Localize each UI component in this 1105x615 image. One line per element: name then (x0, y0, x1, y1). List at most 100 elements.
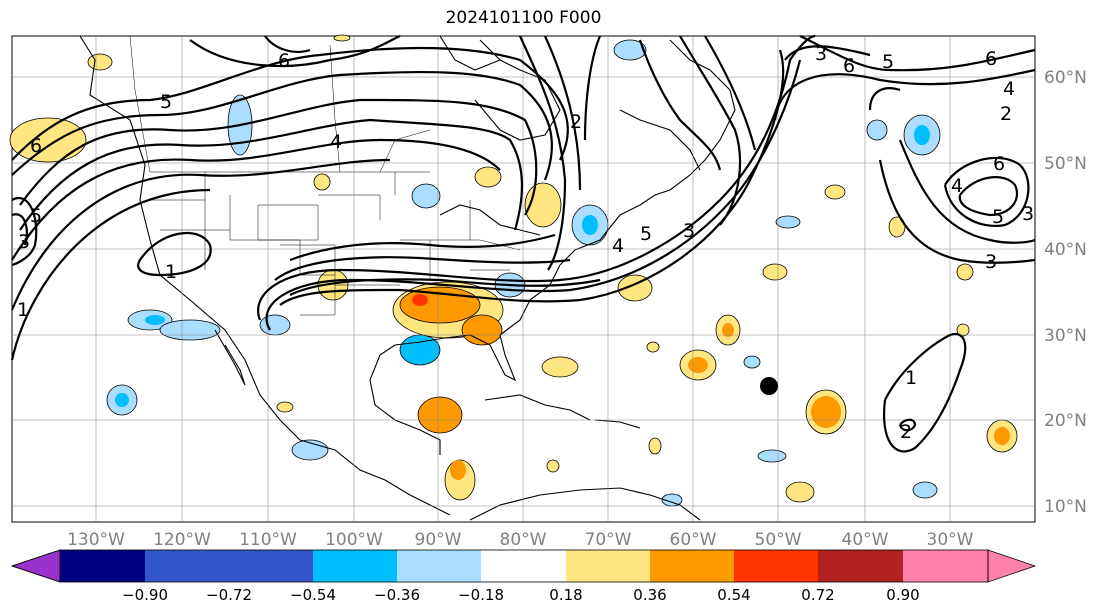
anomaly-blob (411, 183, 441, 209)
contour-label: 4 (330, 131, 342, 153)
anomaly-blob (417, 396, 463, 434)
contour-line (773, 68, 1036, 121)
colorbar-segment (145, 550, 229, 582)
lat-label: 20°N (1044, 411, 1087, 431)
coastline-hispaniola (594, 419, 641, 429)
colorbar-tick-label: −0.90 (122, 586, 168, 604)
anomaly-blob (811, 396, 841, 428)
contour-line (898, 139, 1036, 244)
lat-label: 30°N (1044, 326, 1087, 346)
colorbar: −0.90 −0.72 −0.54 −0.36 −0.18 0.18 0.36 … (10, 549, 1037, 604)
contour-label: 4 (951, 175, 963, 197)
anomaly-blob (785, 481, 815, 503)
lon-label: 40°W (842, 530, 889, 550)
anomaly-blob (888, 216, 906, 238)
contour-label: 2 (1000, 103, 1012, 125)
anomaly-blob (145, 315, 165, 325)
anomaly-blob (450, 460, 466, 480)
anomaly-blob (546, 459, 560, 473)
lon-label: 100°W (325, 530, 383, 550)
anomaly-blob (648, 437, 662, 455)
political-borders (129, 35, 521, 316)
anomaly-blob (276, 401, 294, 413)
contour-lines (10, 34, 1036, 453)
colorbar-tick-label: 0.18 (549, 586, 582, 604)
contour-line (279, 49, 785, 306)
contour-line (943, 156, 1030, 228)
contour-line (11, 196, 38, 267)
anomaly-blob (956, 323, 970, 337)
map-title: 2024101100 F000 (445, 8, 602, 28)
anomaly-blob (541, 356, 579, 378)
lon-label: 120°W (153, 530, 211, 550)
contour-label: 1 (905, 367, 917, 389)
contour-label: 2 (900, 421, 912, 443)
anomaly-blob (474, 166, 502, 188)
contour-label: 6 (30, 135, 42, 157)
contour-line (784, 45, 871, 61)
contour-label: 3 (1022, 203, 1034, 225)
contour-line (11, 138, 501, 261)
contour-label: 5 (882, 51, 894, 73)
lon-label: 60°W (670, 530, 717, 550)
contour-line (882, 332, 967, 453)
contour-label-group: 6 5 4 6 5 3 2 6 5 4 2 6 3 3 5 1 3 4 3 1 … (17, 43, 1034, 443)
coastline-north-america-east (369, 264, 561, 455)
anomaly-blob (762, 263, 788, 281)
contour-label: 4 (612, 235, 624, 257)
coastline-baja (214, 329, 246, 386)
contour-label: 6 (993, 153, 1005, 175)
contour-line (264, 35, 311, 53)
anomaly-blob (582, 215, 598, 235)
contour-line (10, 188, 211, 361)
lon-label: 30°W (927, 530, 974, 550)
colorbar-tick-label: −0.36 (374, 586, 420, 604)
contour-line (274, 256, 571, 281)
contour-line (189, 34, 401, 68)
colorbar-tick-label: 0.36 (633, 586, 666, 604)
colorbar-tick-label: −0.72 (206, 586, 252, 604)
colorbar-segment (229, 550, 313, 582)
contour-line (137, 231, 212, 277)
storm-center-marker (760, 377, 778, 395)
colorbar-tick-label: 0.72 (801, 586, 834, 604)
anomaly-blob (866, 119, 888, 141)
contour-line (289, 278, 601, 296)
contour-line (11, 213, 29, 246)
anomaly-blob (914, 125, 930, 145)
contour-line (518, 35, 567, 271)
contour-line (799, 35, 1036, 72)
lat-label: 50°N (1044, 154, 1087, 174)
anomaly-blob (115, 393, 129, 407)
contour-label: 5 (30, 205, 42, 227)
anomaly-blob (688, 357, 708, 373)
contour-line (638, 39, 722, 171)
colorbar-tick-label: 0.90 (886, 586, 919, 604)
contour-line (878, 159, 1036, 264)
contour-label: 4 (1003, 78, 1015, 100)
contour-label: 3 (683, 220, 695, 242)
contour-line (11, 70, 553, 181)
colorbar-tick-label: 0.54 (717, 586, 750, 604)
lon-label: 130°W (67, 530, 125, 550)
anomaly-blob (461, 314, 503, 346)
anomaly-blob (956, 263, 974, 281)
contour-line (868, 87, 901, 111)
lon-label: 90°W (415, 530, 462, 550)
anomaly-blob (824, 184, 846, 200)
contour-line (958, 176, 1018, 217)
coastline-north-america-west (79, 35, 451, 516)
contour-line (257, 34, 816, 321)
anomaly-blob (259, 314, 291, 336)
contour-line (10, 158, 391, 311)
anomaly-blob (722, 323, 734, 337)
contour-label: 2 (570, 111, 582, 133)
anomaly-blob (313, 173, 331, 191)
coastline-canada-bays (474, 39, 561, 141)
contour-label: 6 (278, 50, 290, 72)
anomaly-blob (333, 34, 351, 42)
map-panel: 6 5 4 6 5 3 2 6 5 4 2 6 3 3 5 1 3 4 3 1 … (9, 34, 1036, 523)
anomaly-blob (743, 355, 761, 369)
colorbar-tick-label: −0.54 (290, 586, 336, 604)
lon-label: 50°W (755, 530, 802, 550)
